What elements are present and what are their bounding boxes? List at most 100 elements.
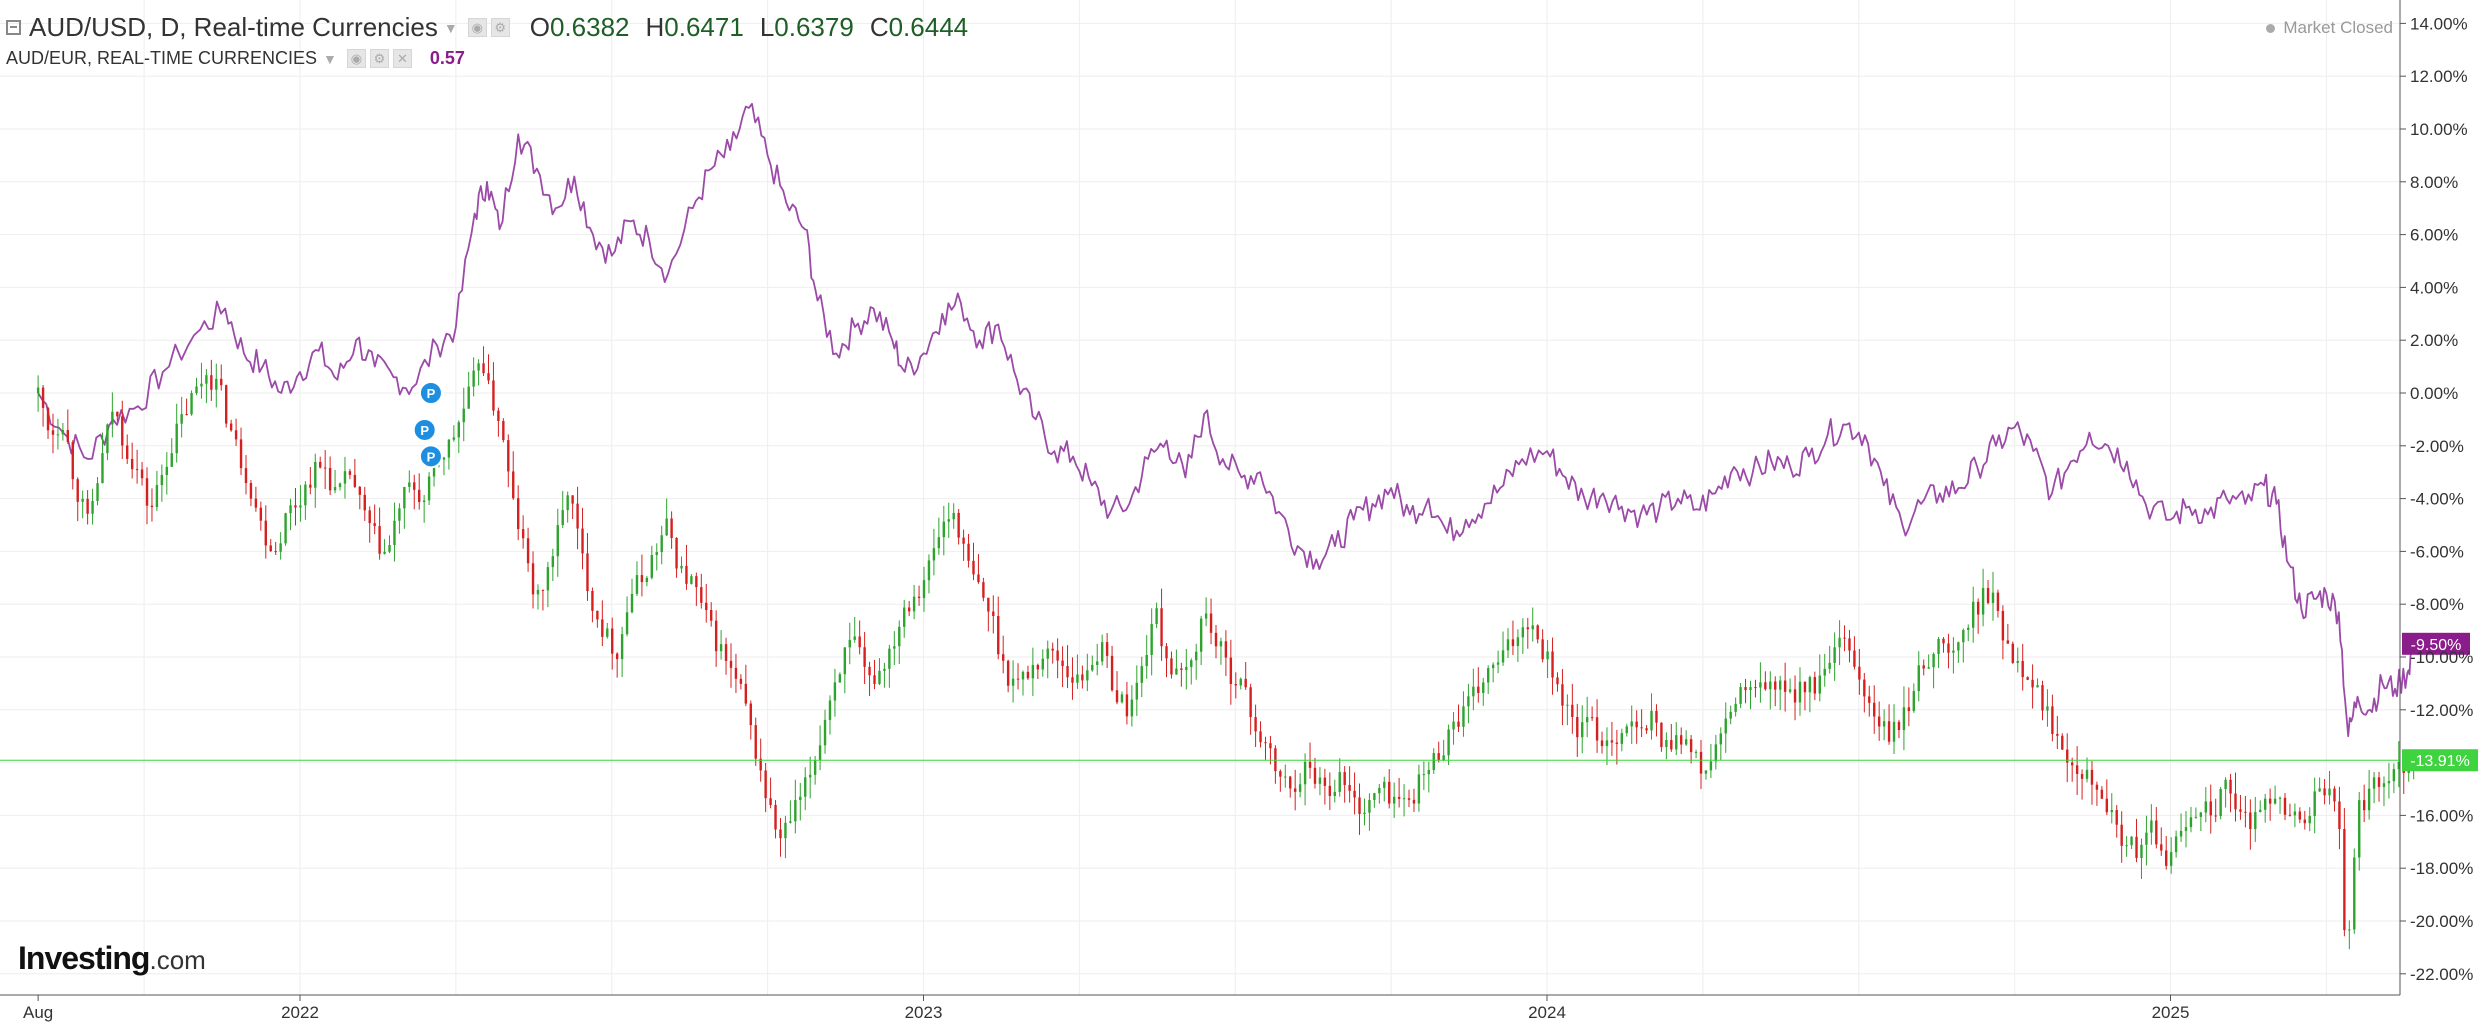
candle-body [873, 675, 876, 684]
candle-body [1882, 721, 1886, 727]
market-status-label: Market Closed [2283, 18, 2393, 37]
candle-body [1986, 587, 1990, 604]
candle-body [571, 495, 574, 504]
x-tick-label: 2025 [2152, 1003, 2190, 1022]
annotation-label: P [427, 449, 436, 464]
candle-body [180, 414, 183, 424]
candle-body [1526, 627, 1529, 630]
candle-body [383, 551, 386, 554]
candle-body [432, 463, 436, 477]
candle-body [1392, 796, 1396, 804]
candle-body [1724, 718, 1727, 734]
candle-body [1279, 771, 1282, 777]
candle-body [2100, 789, 2104, 799]
compare-title[interactable]: AUD/EUR, REAL-TIME CURRENCIES [6, 48, 318, 68]
candle-body [1482, 682, 1485, 693]
candle-body [1788, 689, 1792, 692]
candle-body [170, 453, 173, 467]
eye-icon[interactable]: ◉ [467, 18, 487, 37]
candle-body [660, 535, 663, 553]
candle-body [249, 483, 253, 499]
candle-body [2372, 777, 2376, 789]
candle-body [551, 556, 555, 568]
candle-body [512, 471, 515, 499]
candle-body [1729, 711, 1732, 719]
candle-body [2367, 788, 2371, 811]
candle-body [220, 378, 223, 386]
candle-body [1635, 721, 1638, 728]
candle-body [546, 567, 550, 591]
candle-body [1422, 774, 1426, 776]
candle-body [1323, 777, 1327, 786]
candle-body [1907, 707, 1911, 712]
candle-body [581, 528, 584, 554]
candle-body [1378, 787, 1381, 794]
candle-body [927, 560, 931, 581]
candle-body [1397, 796, 1401, 799]
candle-body [160, 474, 164, 486]
candle-body [1962, 630, 1965, 643]
gear-icon[interactable]: ⚙ [369, 49, 389, 68]
candle-body [1818, 675, 1821, 694]
candle-body [2224, 779, 2227, 789]
candle-body [630, 593, 634, 613]
candle-body [1744, 687, 1747, 691]
candle-body [422, 500, 426, 503]
candle-body [591, 590, 594, 611]
collapse-icon[interactable] [6, 20, 21, 35]
candle-body [135, 469, 139, 471]
symbol-title[interactable]: AUD/USD, D, Real-time Currencies [29, 12, 438, 42]
x-tick-label: 2024 [1528, 1003, 1566, 1022]
candle-body [274, 551, 277, 553]
candle-body [1427, 770, 1431, 775]
candle-body [1195, 651, 1198, 661]
candle-body [2219, 788, 2222, 817]
candle-body [1858, 666, 1861, 680]
candle-body [2174, 836, 2178, 853]
candle-body [1640, 727, 1643, 729]
annotation-marker[interactable] [418, 381, 443, 405]
candle-body [1689, 739, 1693, 753]
candle-body [185, 414, 188, 416]
candle-body [2066, 749, 2069, 763]
candle-body [1031, 664, 1035, 679]
candle-body [759, 758, 762, 771]
candle-body [719, 644, 723, 652]
candle-body [749, 703, 752, 726]
close-icon[interactable]: ✕ [392, 49, 412, 68]
eye-icon[interactable]: ◉ [346, 49, 366, 68]
gear-icon[interactable]: ⚙ [490, 18, 510, 37]
investing-logo: Investing.com [18, 940, 206, 977]
candle-body [2001, 610, 2005, 641]
candle-body [878, 670, 881, 684]
candle-body [111, 411, 114, 425]
candle-body [1863, 679, 1866, 697]
candle-body [947, 519, 950, 522]
candle-body [1298, 784, 1302, 792]
chevron-down-icon[interactable]: ▼ [323, 50, 337, 67]
candle-body [1892, 721, 1896, 742]
chevron-down-icon[interactable]: ▼ [443, 19, 458, 36]
candle-body [1823, 668, 1826, 676]
candle-body [1610, 740, 1614, 743]
candle-body [507, 440, 510, 472]
annotation-marker[interactable] [412, 417, 437, 442]
candle-body [1798, 681, 1802, 703]
candle-body [1447, 729, 1450, 756]
annotation-marker[interactable] [418, 444, 443, 469]
annotation-label: P [420, 423, 429, 438]
candle-body [1496, 662, 1500, 665]
candle-body [838, 674, 842, 683]
candle-body [1972, 601, 1975, 628]
candle-body [2362, 800, 2366, 811]
candle-body [363, 494, 366, 511]
close-value: C0.6444 [869, 12, 969, 42]
annotation-markers[interactable]: PPP [412, 381, 443, 469]
candle-body [2036, 685, 2039, 688]
candle-body [1650, 710, 1653, 731]
candle-body [1506, 639, 1510, 651]
candle-body [2303, 819, 2306, 824]
candle-body [2239, 809, 2242, 812]
